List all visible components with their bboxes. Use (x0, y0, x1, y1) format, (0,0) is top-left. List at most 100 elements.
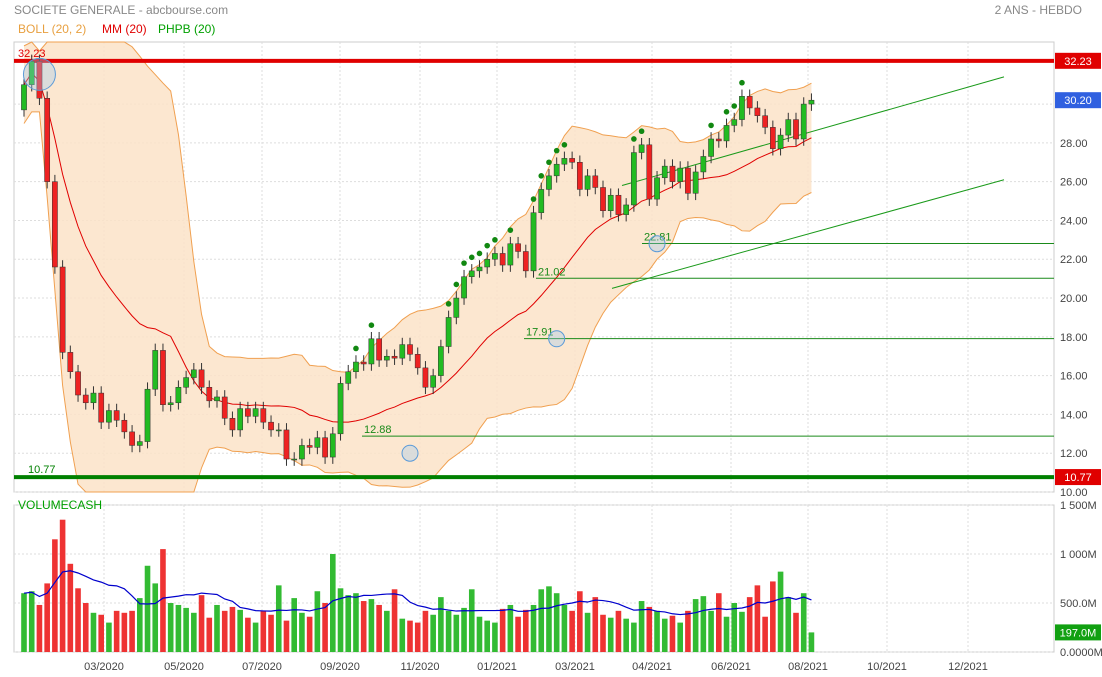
volume-bar (468, 589, 475, 652)
volume-bar (661, 618, 668, 652)
volume-bar (731, 603, 738, 652)
volume-bar (384, 610, 390, 652)
candle-body (530, 212, 537, 272)
price-tick-label: 12.00 (1060, 448, 1088, 460)
volume-bar (137, 598, 143, 652)
volume-tick-label: 0.0000M (1060, 647, 1102, 659)
price-tick-label: 18.00 (1060, 332, 1088, 344)
candle-body (36, 61, 43, 99)
candle-body (468, 270, 475, 277)
volume-bar (492, 622, 498, 652)
breakout-dot (631, 136, 637, 142)
volume-bar (476, 616, 483, 652)
candle-body (638, 144, 645, 153)
candle-body (113, 410, 120, 421)
candle-body (561, 158, 568, 165)
price-tick-label: 24.00 (1060, 215, 1088, 227)
volume-bar (716, 593, 722, 652)
last-price-tag: 30.20 (1064, 95, 1092, 107)
volume-bar (260, 610, 267, 652)
candle-body (237, 408, 244, 431)
volume-bar (376, 604, 382, 652)
volume-tick-label: 1 500M (1060, 500, 1097, 512)
candle-body (214, 396, 220, 402)
candle-body (600, 187, 606, 211)
candle-body (546, 175, 552, 190)
volume-bar (546, 586, 552, 652)
x-tick-label: 05/2020 (164, 661, 204, 673)
candle-body (461, 276, 467, 299)
x-axis: 03/2020 05/2020 07/2020 09/2020 11/2020 01/20… (84, 661, 988, 673)
price-tick-label: 16.00 (1060, 371, 1088, 383)
candle-body (129, 431, 135, 446)
volume-bar (669, 615, 676, 652)
volume-bar (631, 622, 637, 652)
breakout-dot (739, 79, 745, 86)
volume-bar (677, 622, 683, 652)
high-line-label: 32.23 (18, 48, 46, 60)
candle-body (167, 402, 174, 405)
candles (21, 54, 815, 466)
volume-bar (800, 593, 807, 652)
candle-body (499, 253, 506, 266)
volume-bar (638, 601, 645, 652)
volume-bar (746, 597, 753, 652)
volume-bar (360, 601, 367, 652)
candle-body (762, 115, 768, 128)
candle-body (252, 408, 259, 417)
breakout-dot (453, 281, 460, 288)
x-tick-label: 11/2020 (401, 661, 440, 673)
candle-body (221, 396, 228, 419)
volume-bar (98, 614, 104, 652)
support-label: 17.91 (526, 327, 554, 339)
candle-body (190, 369, 197, 378)
x-tick-label: 07/2020 (242, 661, 282, 673)
volume-bar (515, 616, 521, 652)
candle-body (106, 410, 112, 423)
candle-body (144, 388, 151, 442)
candle-body (746, 96, 753, 109)
last-volume-tag: 197.0M (1060, 627, 1097, 639)
candle-body (715, 138, 722, 142)
volume-average-line (23, 570, 812, 616)
candle-body (646, 144, 653, 200)
candle-body (376, 338, 382, 361)
candle-body (391, 355, 398, 359)
volume-axis: 0.0000M 500.0M 1 000M 1 500M 197.0M (1055, 500, 1102, 659)
breakout-dot (538, 173, 545, 179)
candle-body (82, 394, 89, 404)
volume-bar (268, 614, 274, 652)
volume-bar (28, 591, 35, 652)
price-axis: 10.00 12.00 14.00 16.00 18.00 20.00 22.00 24.00… (1055, 52, 1101, 499)
candle-body (793, 119, 799, 140)
candle-body (360, 361, 367, 365)
volume-bar (113, 610, 120, 652)
candle-body (785, 119, 792, 136)
candle-body (75, 371, 81, 396)
candle-body (453, 297, 460, 318)
price-tick-label: 22.00 (1060, 254, 1088, 266)
volume-bar (700, 596, 707, 652)
breakout-dot (723, 109, 730, 115)
breakout-dot (507, 227, 514, 233)
volume-bar (793, 612, 799, 652)
volume-bar (252, 622, 259, 652)
candle-body (121, 419, 128, 433)
volume-bar (499, 608, 506, 652)
candle-body (507, 243, 514, 266)
volume-bar (808, 632, 815, 652)
candle-body (708, 138, 714, 157)
volume-bar (59, 519, 66, 652)
candle-body (337, 383, 344, 435)
breakout-dot (484, 242, 491, 249)
volume-tick-label: 1 000M (1060, 549, 1097, 561)
candle-body (584, 175, 591, 190)
volume-bar (553, 593, 560, 652)
trend-upper-line (621, 76, 1005, 187)
volume-bar (198, 595, 205, 652)
volume-bar (453, 614, 460, 652)
volume-bar (414, 622, 421, 652)
candle-body (445, 317, 452, 347)
volume-bar (129, 610, 135, 652)
chart-period: 2 ANS - HEBDO (995, 3, 1082, 17)
